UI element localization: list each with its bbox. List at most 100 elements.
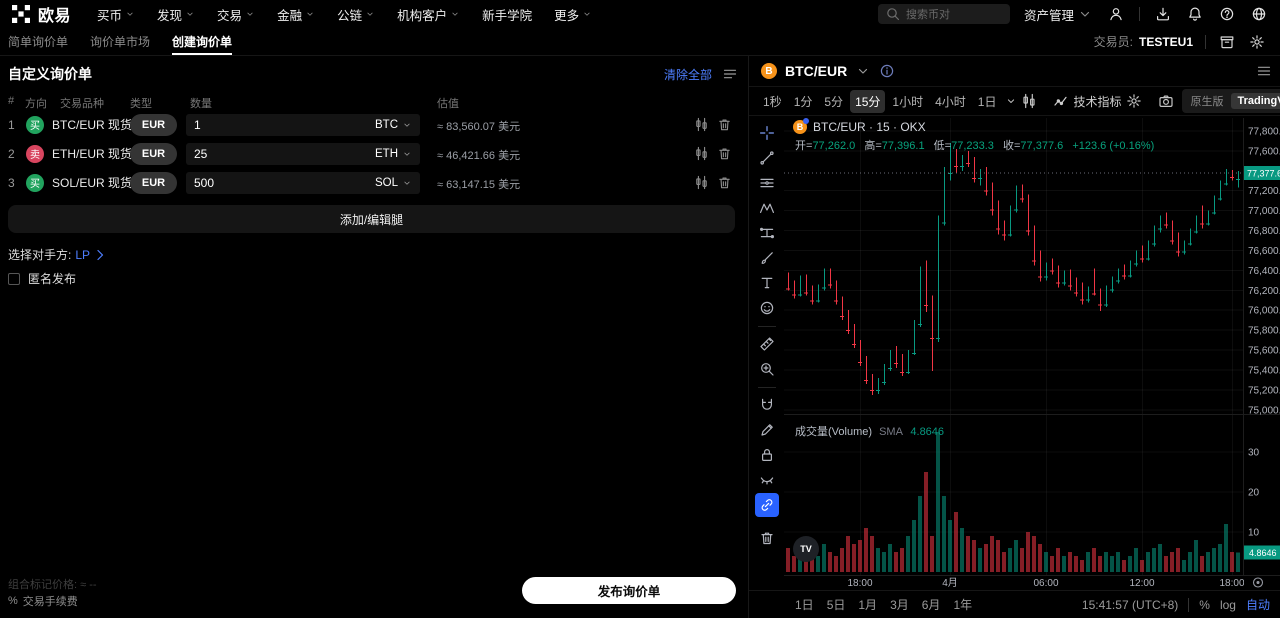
- instrument-name[interactable]: SOL/EUR 现货: [52, 176, 133, 190]
- native-version-tab[interactable]: 原生版: [1190, 96, 1224, 108]
- interval-tab[interactable]: 1分: [793, 94, 813, 109]
- parallel-lines-icon[interactable]: [755, 171, 779, 195]
- publish-rfq-button[interactable]: 发布询价单: [522, 577, 736, 604]
- topnav-item[interactable]: 交易: [217, 5, 255, 24]
- pair-chevron-down-icon[interactable]: [855, 63, 871, 79]
- gear-icon[interactable]: [1248, 33, 1266, 51]
- range-tab[interactable]: 1月: [858, 598, 878, 612]
- user-icon[interactable]: [1107, 5, 1125, 23]
- crosshair-icon[interactable]: [755, 121, 779, 145]
- unit-label[interactable]: ETH: [375, 148, 398, 160]
- bell-icon[interactable]: [1186, 5, 1204, 23]
- candlestick-chart[interactable]: 77,800.0 77,600.0 77,200.0 77,000.0 76,800.0…: [784, 118, 1280, 590]
- svg-text:76,000.0: 76,000.0: [1248, 306, 1280, 317]
- counterparty-select[interactable]: LP: [75, 247, 108, 263]
- topnav-item[interactable]: 公链: [337, 5, 375, 24]
- okx-logo[interactable]: 欧易: [12, 2, 71, 26]
- log-scale-button[interactable]: log: [1219, 597, 1236, 612]
- interval-tab[interactable]: 1日: [977, 94, 997, 109]
- topnav-item-label: 金融: [277, 8, 303, 23]
- chevron-down-icon[interactable]: [402, 178, 412, 188]
- rfq-tab[interactable]: 创建询价单: [172, 28, 233, 55]
- view-chart-icon[interactable]: [694, 175, 709, 190]
- info-icon[interactable]: [879, 63, 895, 79]
- tradingview-logo[interactable]: TV: [793, 536, 819, 562]
- emoji-icon[interactable]: [755, 296, 779, 320]
- side-badge: 买: [26, 173, 44, 192]
- topnav-item[interactable]: 金融: [277, 5, 315, 24]
- trend-line-icon[interactable]: [755, 146, 779, 170]
- chart-settings-icon[interactable]: [1126, 91, 1142, 111]
- currency-pill[interactable]: EUR: [130, 172, 177, 194]
- rfq-tab[interactable]: 询价单市场: [90, 35, 151, 49]
- search-input[interactable]: 搜索币对: [877, 4, 1010, 24]
- percent-scale-button[interactable]: %: [1199, 597, 1210, 612]
- position-tool-icon[interactable]: [755, 221, 779, 245]
- topnav-item[interactable]: 发现: [157, 5, 195, 24]
- unit-label[interactable]: BTC: [375, 119, 398, 131]
- help-icon[interactable]: [1218, 5, 1236, 23]
- interval-tab[interactable]: 4小时: [935, 94, 966, 109]
- amount-input[interactable]: 25 ETH: [186, 143, 420, 165]
- draw-edit-icon[interactable]: [755, 418, 779, 442]
- legend-title: BTC/EUR · 15 · OKX: [813, 120, 926, 134]
- trash-icon[interactable]: [755, 526, 779, 550]
- auto-scale-button[interactable]: 自动: [1245, 598, 1270, 612]
- range-tab[interactable]: 6月: [921, 598, 941, 612]
- list-settings-icon[interactable]: [722, 66, 738, 82]
- delete-leg-icon[interactable]: [717, 117, 732, 132]
- range-tab[interactable]: 1日: [795, 598, 814, 612]
- ruler-icon[interactable]: [755, 332, 779, 356]
- link-icon[interactable]: [754, 493, 779, 517]
- view-chart-icon[interactable]: [694, 117, 709, 132]
- clear-all-button[interactable]: 清除全部: [663, 67, 712, 82]
- instrument-name[interactable]: ETH/EUR 现货: [52, 147, 133, 161]
- range-tab[interactable]: 3月: [890, 598, 909, 612]
- snapshot-icon[interactable]: [1158, 91, 1174, 111]
- view-chart-icon[interactable]: [694, 146, 709, 161]
- eye-hide-icon[interactable]: [755, 468, 779, 492]
- tradingview-tab[interactable]: TradingView: [1230, 93, 1280, 109]
- text-tool-icon[interactable]: [755, 271, 779, 295]
- pair-name[interactable]: BTC/EUR: [785, 63, 848, 79]
- topnav-item[interactable]: 买币: [97, 5, 135, 24]
- delete-leg-icon[interactable]: [717, 146, 732, 161]
- currency-pill[interactable]: EUR: [130, 143, 177, 165]
- interval-tab[interactable]: 5分: [824, 94, 844, 109]
- rfq-tab[interactable]: 简单询价单: [8, 35, 69, 49]
- history-box-icon[interactable]: [1218, 33, 1236, 51]
- add-edit-legs-button[interactable]: 添加/编辑腿: [8, 205, 735, 233]
- chart-type-icon[interactable]: [1021, 91, 1037, 111]
- chevron-down-icon[interactable]: [402, 149, 412, 159]
- brush-icon[interactable]: [755, 246, 779, 270]
- globe-icon[interactable]: [1250, 5, 1268, 23]
- magnet-icon[interactable]: [755, 393, 779, 417]
- topnav-item[interactable]: 机构客户: [397, 5, 460, 24]
- chart-menu-icon[interactable]: [1256, 63, 1272, 79]
- interval-tab[interactable]: 1秒: [763, 94, 782, 109]
- instrument-name[interactable]: BTC/EUR 现货: [52, 118, 133, 132]
- topnav-item[interactable]: 新手学院: [482, 5, 532, 24]
- amount-input[interactable]: 1 BTC: [186, 114, 420, 136]
- assets-menu[interactable]: 资产管理: [1024, 5, 1093, 24]
- delete-leg-icon[interactable]: [717, 175, 732, 190]
- range-tab[interactable]: 5日: [826, 598, 846, 612]
- unit-label[interactable]: SOL: [374, 177, 398, 189]
- anonymous-checkbox[interactable]: [8, 272, 20, 285]
- xabcd-pattern-icon[interactable]: [755, 196, 779, 220]
- zoom-in-icon[interactable]: [755, 357, 779, 381]
- chevron-down-icon[interactable]: [402, 120, 412, 130]
- divider: [1139, 7, 1140, 21]
- interval-tab[interactable]: 1小时: [892, 94, 924, 109]
- download-icon[interactable]: [1154, 5, 1172, 23]
- interval-dropdown-icon[interactable]: [1005, 91, 1017, 111]
- chart-panel: B BTC/EUR 1秒 1分 5分 15分 1小时 4小时 1日 技术指标 原生版 Tra…: [748, 56, 1280, 618]
- lock-icon[interactable]: [755, 443, 779, 467]
- amount-input[interactable]: 500 SOL: [186, 172, 420, 194]
- indicators-button[interactable]: 技术指标: [1053, 93, 1122, 110]
- topnav-item-label: 更多: [554, 8, 580, 23]
- interval-tab[interactable]: 15分: [850, 89, 886, 113]
- topnav-item[interactable]: 更多: [554, 5, 592, 24]
- range-tab[interactable]: 1年: [953, 598, 973, 612]
- currency-pill[interactable]: EUR: [130, 114, 177, 136]
